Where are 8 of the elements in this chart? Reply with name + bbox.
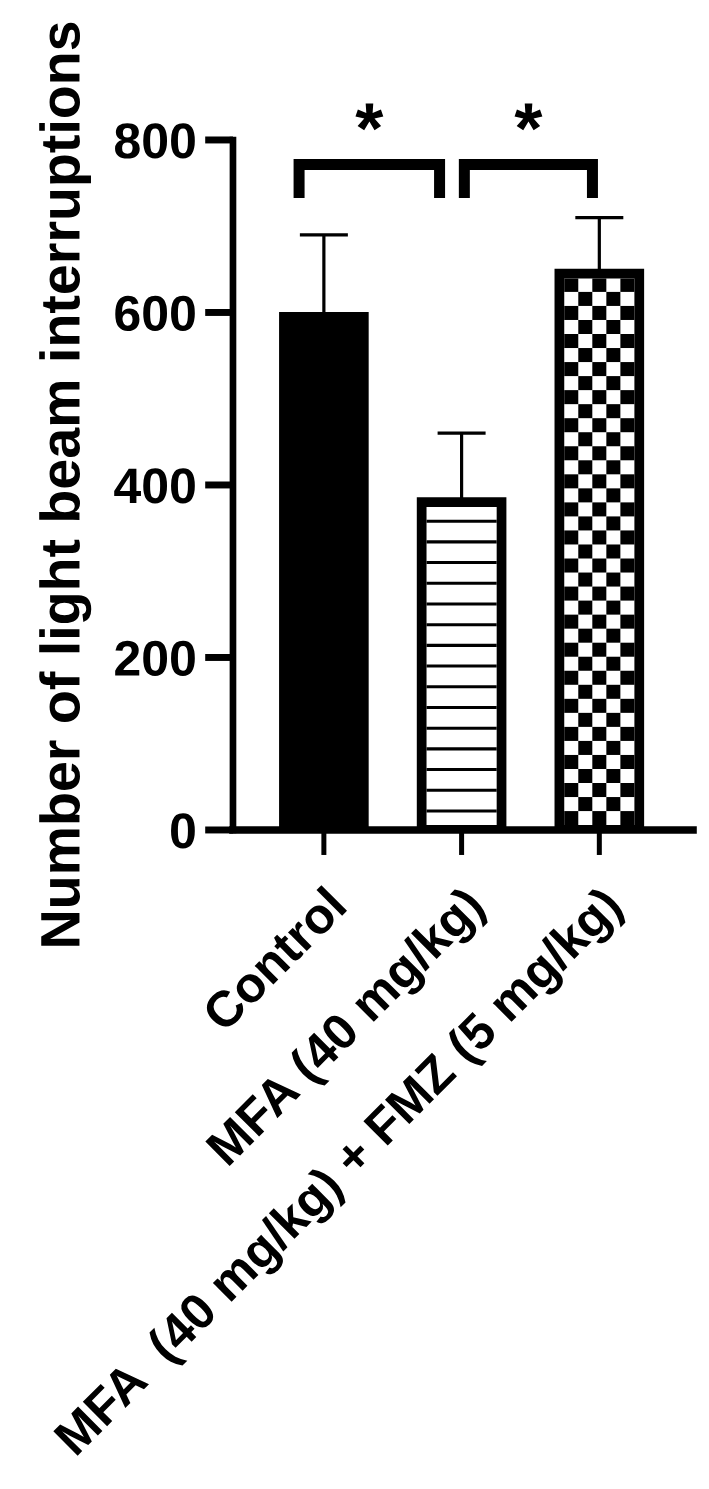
y-tick-label: 800 [115,123,195,159]
y-tick-label: 0 [171,813,195,849]
y-tick-label: 200 [115,640,195,677]
text: * [355,103,384,131]
text: * [514,103,543,131]
y-tick-label: 400 [114,468,195,504]
y-axis-title: Number of light beam interruptions [39,22,92,946]
y-tick-label: 600 [115,295,195,332]
